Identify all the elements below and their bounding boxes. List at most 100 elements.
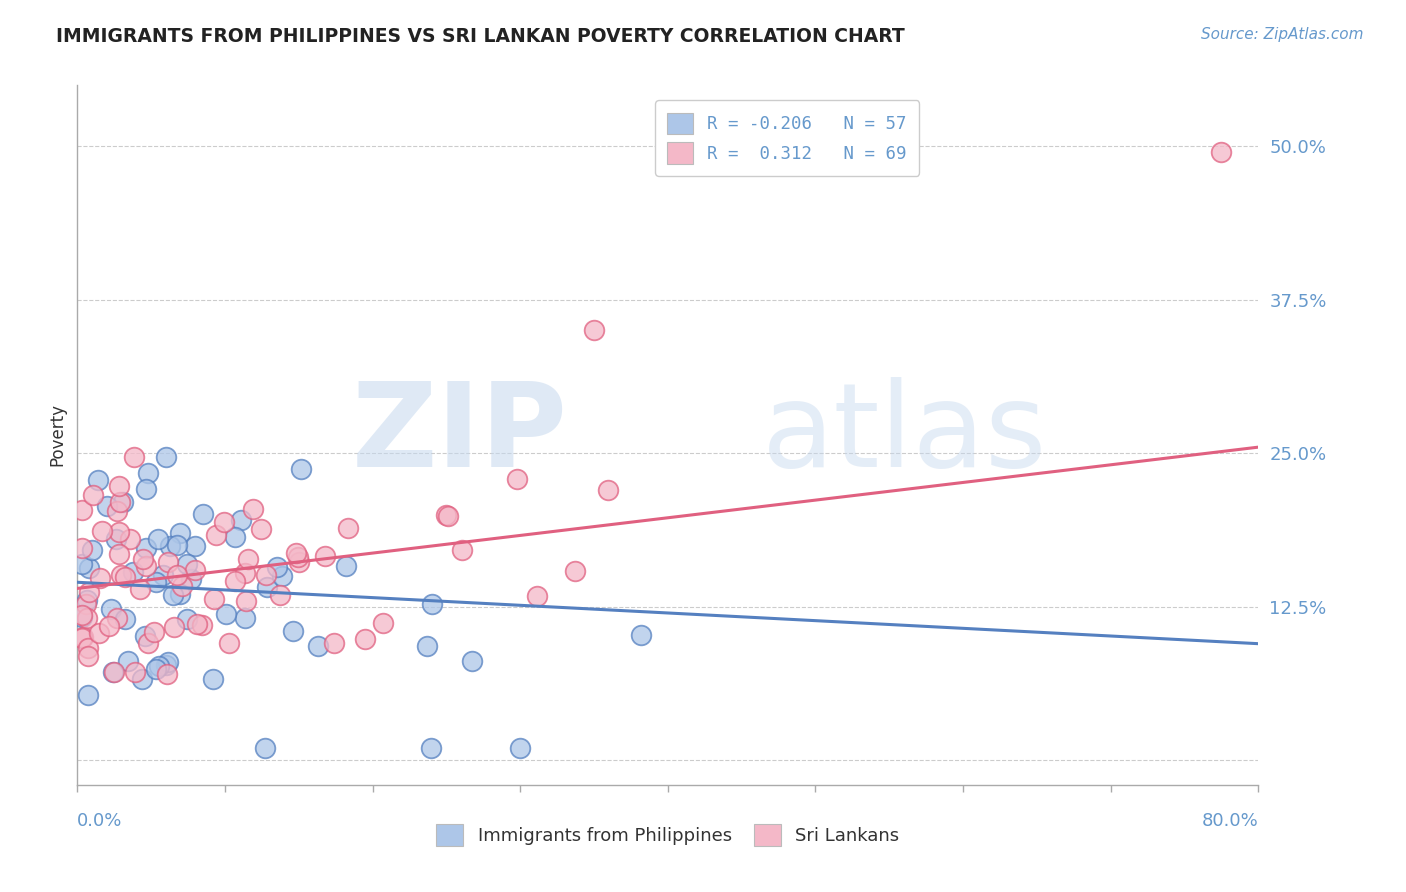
Point — [122, 450, 145, 464]
Point — [284, 546, 307, 560]
Point — [122, 565, 145, 579]
Point — [114, 570, 136, 584]
Point — [110, 568, 132, 582]
Point — [70, 502, 93, 516]
Point — [152, 568, 174, 582]
Point — [416, 639, 439, 653]
Point — [166, 538, 188, 552]
Point — [156, 555, 179, 569]
Point — [114, 612, 136, 626]
Point — [288, 555, 311, 569]
Point — [176, 612, 198, 626]
Point — [90, 524, 112, 539]
Point — [76, 641, 98, 656]
Text: 80.0%: 80.0% — [1202, 812, 1258, 830]
Point — [145, 662, 167, 676]
Point — [323, 636, 346, 650]
Point — [117, 654, 139, 668]
Point — [80, 543, 103, 558]
Text: ZIP: ZIP — [352, 377, 568, 492]
Point — [526, 589, 548, 603]
Point — [176, 557, 198, 571]
Point — [564, 564, 586, 578]
Y-axis label: Poverty: Poverty — [48, 403, 66, 467]
Point — [461, 654, 484, 668]
Point — [250, 523, 273, 537]
Point — [155, 657, 177, 672]
Point — [143, 624, 166, 639]
Point — [101, 665, 124, 679]
Point — [630, 628, 652, 642]
Point — [205, 528, 228, 542]
Point — [266, 560, 288, 574]
Point — [77, 689, 100, 703]
Point — [155, 667, 177, 681]
Point — [224, 574, 246, 589]
Point — [283, 624, 305, 638]
Point — [314, 549, 336, 563]
Point — [82, 488, 104, 502]
Point — [103, 665, 125, 679]
Point — [107, 547, 129, 561]
Point — [307, 640, 329, 654]
Point — [162, 588, 184, 602]
Point — [371, 615, 394, 630]
Point — [112, 495, 135, 509]
Point — [136, 636, 159, 650]
Point — [159, 539, 181, 553]
Point — [509, 741, 531, 756]
Point — [96, 499, 118, 513]
Point — [70, 541, 93, 556]
Point — [89, 571, 111, 585]
Point — [148, 533, 170, 547]
Point — [186, 616, 208, 631]
Text: 0.0%: 0.0% — [77, 812, 122, 830]
Point — [253, 741, 276, 756]
Point — [183, 563, 205, 577]
Point — [148, 659, 170, 673]
Point — [110, 495, 132, 509]
Point — [1211, 145, 1233, 160]
Point — [70, 557, 93, 571]
Point — [172, 579, 194, 593]
Point — [583, 323, 606, 337]
Point — [70, 610, 93, 624]
Point — [202, 591, 225, 606]
Point — [233, 611, 256, 625]
Point — [238, 552, 260, 566]
Point — [169, 587, 191, 601]
Text: atlas: atlas — [762, 377, 1047, 492]
Point — [269, 588, 291, 602]
Point — [420, 597, 443, 611]
Point — [72, 630, 94, 644]
Point — [166, 567, 188, 582]
Point — [450, 543, 472, 558]
Text: IMMIGRANTS FROM PHILIPPINES VS SRI LANKAN POVERTY CORRELATION CHART: IMMIGRANTS FROM PHILIPPINES VS SRI LANKA… — [56, 27, 905, 45]
Point — [132, 552, 155, 566]
Point — [97, 618, 120, 632]
Point — [183, 539, 205, 553]
Point — [420, 741, 443, 756]
Point — [336, 521, 359, 535]
Point — [290, 462, 312, 476]
Point — [235, 594, 257, 608]
Point — [131, 673, 153, 687]
Point — [215, 607, 238, 621]
Point — [191, 507, 214, 521]
Point — [335, 558, 357, 573]
Point — [201, 672, 224, 686]
Point — [155, 450, 177, 465]
Point — [100, 602, 122, 616]
Point — [180, 572, 202, 586]
Point — [105, 504, 128, 518]
Point — [256, 580, 278, 594]
Point — [105, 610, 128, 624]
Point — [108, 478, 131, 492]
Point — [145, 575, 167, 590]
Point — [434, 508, 457, 522]
Text: Source: ZipAtlas.com: Source: ZipAtlas.com — [1201, 27, 1364, 42]
Point — [242, 502, 264, 516]
Point — [104, 532, 127, 546]
Point — [118, 533, 141, 547]
Point — [169, 526, 191, 541]
